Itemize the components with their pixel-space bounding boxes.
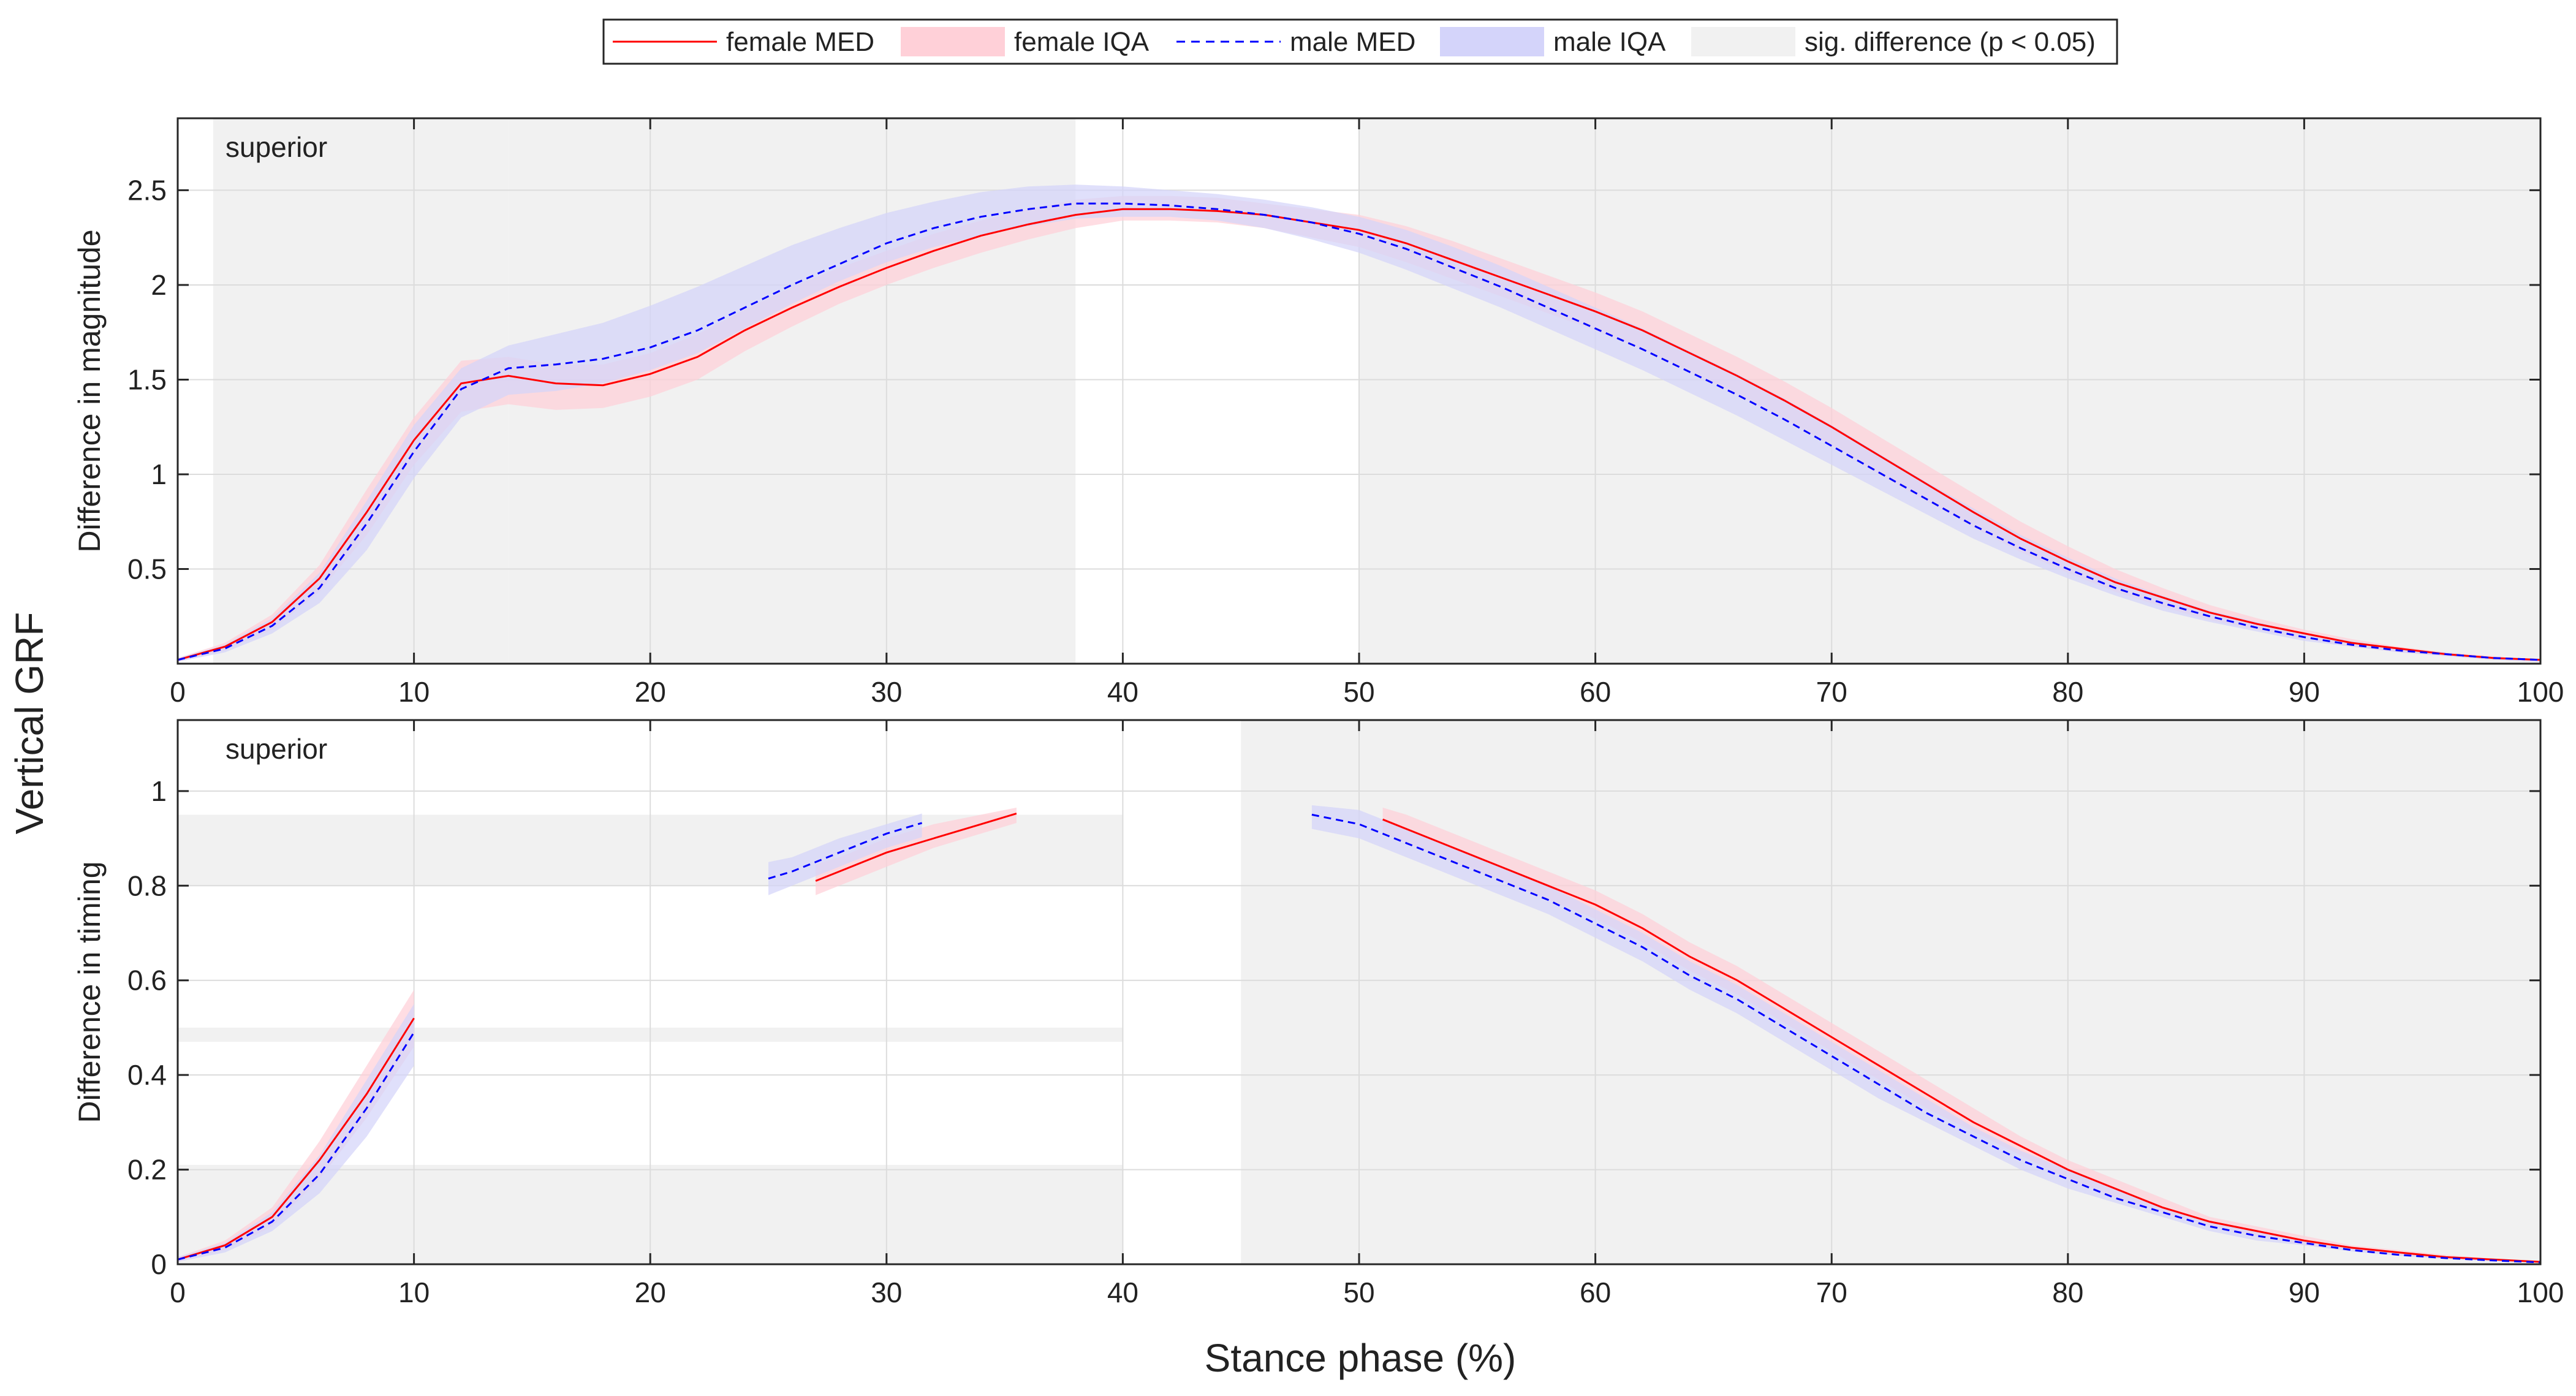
median-line-0-1 [815, 813, 1017, 882]
panel-timing: 0 10 20 30 40 50 60 70 80 90 100 0 0.2 0.4 0.6 0.8 1 supe… [72, 719, 2564, 1308]
xtick-label-10: 100 [2517, 676, 2564, 708]
xtick-label-6: 60 [1580, 676, 1611, 708]
xtick-label-4: 40 [1107, 1277, 1138, 1308]
ytick-label-4: 2.5 [127, 174, 167, 206]
median-line-1-0 [178, 202, 2540, 661]
xtick-label-5: 50 [1343, 1277, 1374, 1308]
iqa-band-1-0 [178, 184, 2540, 662]
xtick-label-9: 90 [2289, 1277, 2320, 1308]
panel-ylabel: Difference in timing [72, 861, 107, 1123]
iqa-band-1-0 [178, 1004, 414, 1262]
xtick-label-8: 80 [2052, 676, 2083, 708]
ytick-label-1: 1 [151, 458, 167, 490]
median-line-1-0 [178, 1031, 415, 1261]
xtick-label-0: 0 [170, 676, 186, 708]
ytick-label-0: 0 [151, 1248, 167, 1280]
ytick-label-1: 0.2 [127, 1154, 167, 1186]
median-line-1-1 [768, 822, 923, 880]
median-line-1-2 [1311, 813, 2540, 1264]
xtick-label-10: 100 [2517, 1277, 2564, 1308]
xtick-label-6: 60 [1580, 1277, 1611, 1308]
median-line-0-2 [1382, 818, 2540, 1263]
xtick-label-5: 50 [1343, 676, 1374, 708]
xtick-label-0: 0 [170, 1277, 186, 1308]
median-line-0-0 [178, 208, 2540, 661]
xtick-label-4: 40 [1107, 676, 1138, 708]
ytick-label-5: 1 [151, 775, 167, 807]
panel-annotation: superior [225, 131, 327, 163]
iqa-band-0-2 [1382, 807, 2540, 1262]
ytick-label-4: 0.8 [127, 870, 167, 901]
legend-label-0: female MED [726, 27, 874, 57]
panel-ylabel: Difference in magnitude [72, 229, 107, 552]
legend-label-1: female IQA [1014, 27, 1150, 57]
ytick-label-2: 1.5 [127, 363, 167, 395]
xtick-label-3: 30 [871, 1277, 902, 1308]
xtick-label-9: 90 [2289, 676, 2320, 708]
sig-region-0 [1241, 720, 2540, 1264]
xtick-label-1: 10 [398, 1277, 430, 1308]
legend-swatch-4 [1691, 27, 1795, 56]
legend-label-3: male IQA [1553, 27, 1666, 57]
legend-swatch-1 [901, 27, 1005, 56]
plot-area [178, 118, 2540, 664]
legend-box [602, 18, 2118, 65]
ytick-label-0: 0.5 [127, 553, 167, 585]
xtick-label-1: 10 [398, 676, 430, 708]
legend: female MED female IQA male MED male IQA sig.… [602, 18, 2118, 65]
median-line-0-0 [178, 1017, 415, 1261]
figure-ylabel: Vertical GRF [7, 612, 51, 835]
xtick-label-3: 30 [871, 676, 902, 708]
xtick-label-8: 80 [2052, 1277, 2083, 1308]
ytick-label-3: 0.6 [127, 965, 167, 996]
xtick-label-7: 70 [1816, 676, 1847, 708]
ytick-label-3: 2 [151, 269, 167, 301]
iqa-band-1-2 [1311, 805, 2540, 1263]
legend-swatch-3 [1440, 27, 1544, 56]
xtick-label-2: 20 [635, 1277, 666, 1308]
panel-magnitude: 0 10 20 30 40 50 60 70 80 90 100 0.5 1 1.5 2 2.5 superio… [72, 117, 2564, 708]
plot-area [178, 720, 2540, 1264]
legend-label-2: male MED [1290, 27, 1415, 57]
panel-annotation: superior [225, 733, 327, 765]
xtick-label-2: 20 [635, 676, 666, 708]
ytick-label-2: 0.4 [127, 1059, 167, 1091]
figure-xlabel: Stance phase (%) [1205, 1336, 1517, 1380]
legend-label-4: sig. difference (p < 0.05) [1805, 27, 2096, 57]
sig-region-2 [1359, 118, 2540, 664]
xtick-label-7: 70 [1816, 1277, 1847, 1308]
